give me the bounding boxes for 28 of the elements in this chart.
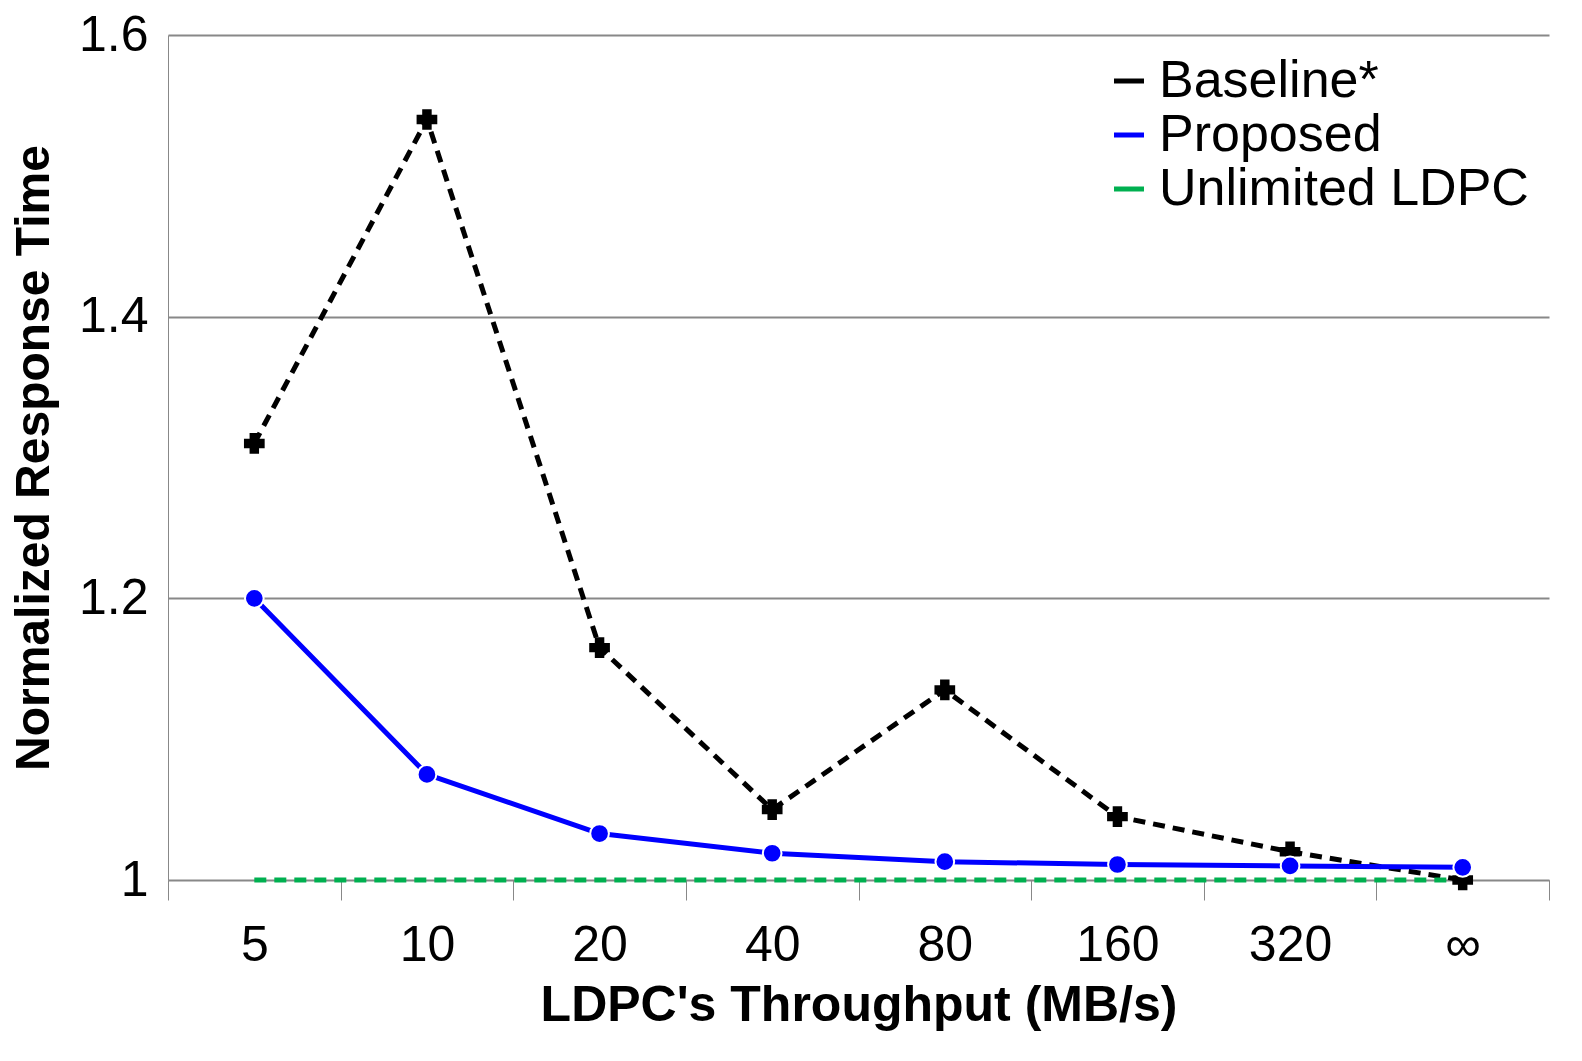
y-axis-title: Normalized Response Time xyxy=(5,145,59,771)
point xyxy=(243,433,265,454)
point xyxy=(761,799,783,820)
point xyxy=(934,851,956,873)
x-tick-label: 160 xyxy=(1076,915,1160,972)
point xyxy=(1107,854,1128,875)
x-tick-label: 5 xyxy=(240,915,269,972)
x-tick-label: 20 xyxy=(572,915,628,972)
y-tick-label: 1.4 xyxy=(78,287,149,344)
x-tick-label: 80 xyxy=(917,915,974,972)
point xyxy=(761,842,783,864)
x-tick-label: 320 xyxy=(1248,915,1333,972)
point xyxy=(1452,856,1474,878)
y-tick-label: 1.6 xyxy=(78,5,149,62)
x-tick-label: 40 xyxy=(744,915,801,972)
x-tick-label: ∞ xyxy=(1445,915,1482,972)
point xyxy=(934,679,956,701)
y-tick-label: 1.2 xyxy=(78,568,149,625)
point xyxy=(1107,806,1128,827)
point xyxy=(589,637,610,658)
point xyxy=(1279,855,1301,877)
x-axis-title: LDPC's Throughput (MB/s) xyxy=(540,975,1178,1032)
y-tick-label: 1 xyxy=(120,850,149,907)
point xyxy=(416,109,438,130)
x-tick-label: 10 xyxy=(399,915,456,972)
point xyxy=(589,823,610,844)
point xyxy=(416,764,438,785)
point xyxy=(243,588,265,609)
